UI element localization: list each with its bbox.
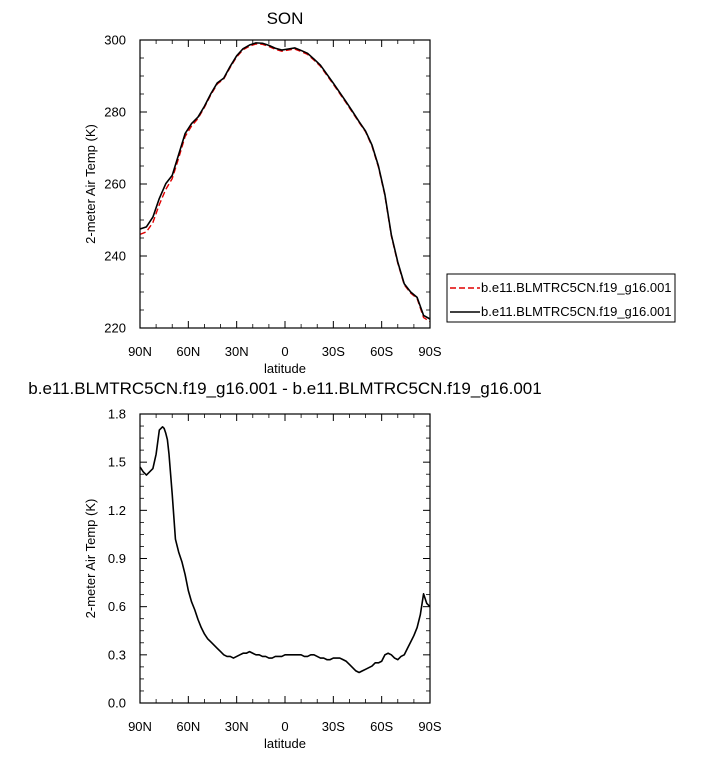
legend: b.e11.BLMTRC5CN.f19_g16.001 b.e11.BLMTRC5…	[446, 273, 676, 323]
x-tick-label: 90S	[418, 344, 441, 359]
x-tick-label: 0	[281, 344, 288, 359]
series-line-2	[139, 42, 431, 320]
plot-frame	[139, 413, 431, 704]
x-tick-label: 90S	[418, 719, 441, 734]
chart-panel-1: SON 220 240 260 280 300 90N 60N 30N 0 30S 60S 90S lat…	[83, 9, 676, 376]
legend-label: b.e11.BLMTRC5CN.f19_g16.001	[481, 304, 672, 319]
y-tick-label: 0.3	[108, 647, 126, 662]
chart-title: SON	[267, 9, 304, 28]
y-tick-label: 0.6	[108, 599, 126, 614]
y-tick-label: 260	[104, 177, 126, 192]
x-tick-label: 90N	[128, 344, 152, 359]
series-line-1	[139, 43, 431, 323]
y-tick-label: 280	[104, 105, 126, 120]
x-tick-label: 30N	[225, 719, 249, 734]
series-line-1	[139, 426, 431, 674]
x-tick-label: 30S	[322, 719, 345, 734]
y-tick-label: 1.2	[108, 503, 126, 518]
y-tick-label: 0.0	[108, 696, 126, 711]
y-axis-title: 2-meter Air Temp (K)	[83, 499, 98, 619]
x-axis-title: latitude	[264, 361, 306, 376]
x-tick-label: 30S	[322, 344, 345, 359]
y-tick-label: 240	[104, 249, 126, 264]
y-tick-label: 1.5	[108, 455, 126, 470]
legend-box	[446, 273, 676, 323]
y-tick-label: 0.9	[108, 551, 126, 566]
y-tick-label: 220	[104, 321, 126, 336]
legend-label: b.e11.BLMTRC5CN.f19_g16.001	[481, 280, 672, 295]
chart-panel-2: b.e11.BLMTRC5CN.f19_g16.001 - b.e11.BLMT…	[28, 379, 541, 751]
x-tick-label: 60N	[176, 719, 200, 734]
x-tick-label: 60S	[370, 344, 393, 359]
x-tick-label: 30N	[225, 344, 249, 359]
chart-title: b.e11.BLMTRC5CN.f19_g16.001 - b.e11.BLMT…	[28, 379, 541, 398]
x-tick-label: 0	[281, 719, 288, 734]
x-tick-label: 60S	[370, 719, 393, 734]
y-tick-label: 1.8	[108, 407, 126, 422]
y-axis-title: 2-meter Air Temp (K)	[83, 124, 98, 244]
plot-frame	[139, 39, 431, 329]
x-tick-label: 60N	[176, 344, 200, 359]
x-tick-label: 90N	[128, 719, 152, 734]
y-tick-label: 300	[104, 33, 126, 48]
x-axis-title: latitude	[264, 736, 306, 751]
